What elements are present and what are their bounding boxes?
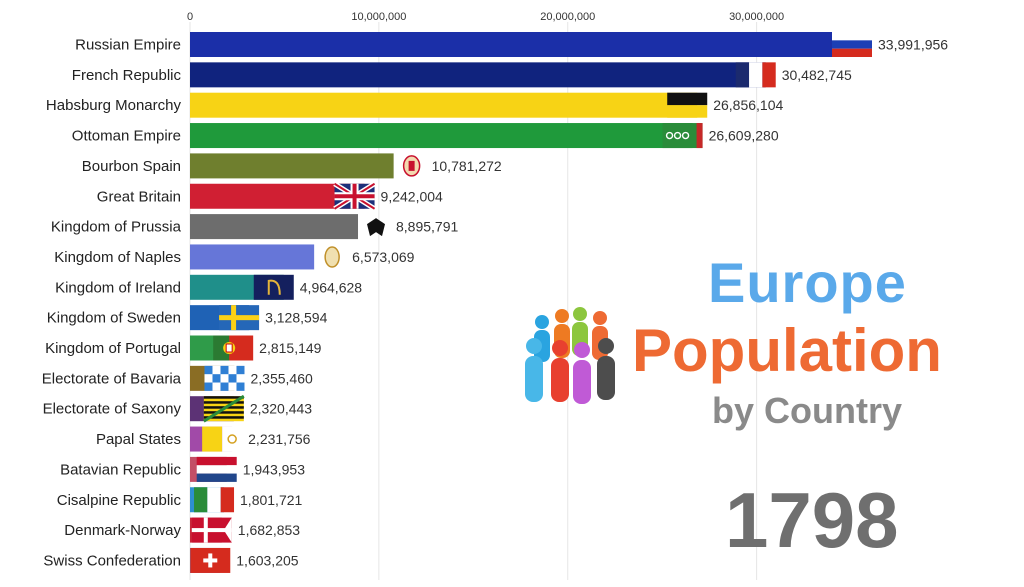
x-tick-label: 10,000,000: [351, 11, 406, 23]
bar: [190, 153, 394, 179]
value-label: 1,943,953: [243, 461, 305, 477]
category-label: Denmark-Norway: [64, 522, 181, 539]
category-label: Kingdom of Prussia: [51, 219, 182, 236]
bar: [190, 62, 766, 88]
ireland-harp-flag-icon: [253, 274, 294, 300]
bar: [190, 214, 359, 240]
bar: [190, 32, 832, 57]
x-tick-label: 0: [187, 11, 193, 23]
category-label: Ottoman Empire: [72, 128, 181, 145]
category-label: Kingdom of Portugal: [45, 340, 181, 357]
category-label: Kingdom of Ireland: [55, 279, 181, 296]
value-label: 3,128,594: [265, 310, 327, 326]
value-label: 4,964,628: [300, 279, 362, 295]
x-tick-label: 20,000,000: [540, 11, 595, 23]
people-icon: [525, 307, 615, 404]
title-population: Population: [632, 317, 942, 384]
category-label: Kingdom of Naples: [54, 249, 181, 266]
ottoman-flag-icon: [662, 123, 703, 149]
value-label: 26,856,104: [713, 97, 783, 113]
value-label: 26,609,280: [709, 128, 779, 144]
naples-arms-icon: [324, 246, 340, 268]
saxony-flag-icon: [203, 394, 245, 423]
category-label: Bourbon Spain: [82, 158, 181, 175]
portugal-flag-icon: [213, 335, 254, 361]
value-label: 1,682,853: [238, 522, 300, 538]
prussia-eagle-icon: [367, 218, 386, 237]
category-label: Swiss Confederation: [43, 552, 181, 569]
category-label: Kingdom of Sweden: [47, 310, 181, 327]
title-block: Europe Population by Country 1798: [520, 240, 1020, 580]
value-label: 2,231,756: [248, 431, 310, 447]
value-label: 6,573,069: [352, 249, 414, 265]
value-label: 2,355,460: [250, 370, 312, 386]
bavaria-flag-icon: [204, 365, 245, 391]
papal-flag-icon: [202, 426, 243, 452]
spain-arms-icon: [402, 155, 421, 177]
year-label: 1798: [725, 476, 899, 564]
title-europe: Europe: [708, 251, 907, 314]
sweden-flag-icon: [219, 305, 260, 331]
value-label: 1,801,721: [240, 492, 302, 508]
category-label: Russian Empire: [75, 37, 181, 54]
category-label: Batavian Republic: [60, 461, 181, 478]
value-label: 9,242,004: [381, 188, 443, 204]
value-label: 30,482,745: [782, 67, 852, 83]
habsburg-flag-icon: [667, 92, 708, 118]
value-label: 8,895,791: [396, 219, 458, 235]
value-label: 10,781,272: [432, 158, 502, 174]
category-label: Great Britain: [97, 188, 181, 205]
bar: [190, 244, 315, 270]
category-label: French Republic: [72, 67, 182, 84]
category-label: Electorate of Saxony: [43, 401, 182, 418]
value-label: 1,603,205: [236, 552, 298, 568]
category-label: Cisalpine Republic: [57, 492, 182, 509]
value-label: 2,815,149: [259, 340, 321, 356]
italy-flag-icon: [194, 487, 235, 513]
x-tick-label: 30,000,000: [729, 11, 784, 23]
russia-flag-icon: [832, 32, 872, 57]
britain-flag-icon: [333, 181, 376, 211]
value-label: 33,991,956: [878, 37, 948, 53]
bar: [190, 92, 698, 118]
denmark-flag-icon: [191, 517, 232, 543]
category-label: Papal States: [96, 431, 181, 448]
swiss-flag-icon: [190, 547, 231, 573]
france-flag-icon: [735, 62, 776, 88]
category-label: Habsburg Monarchy: [46, 97, 182, 114]
title-by-country: by Country: [712, 390, 903, 431]
category-label: Electorate of Bavaria: [42, 370, 182, 387]
value-label: 2,320,443: [250, 401, 312, 417]
bar: [190, 123, 693, 149]
netherlands-flag-icon: [196, 456, 237, 482]
